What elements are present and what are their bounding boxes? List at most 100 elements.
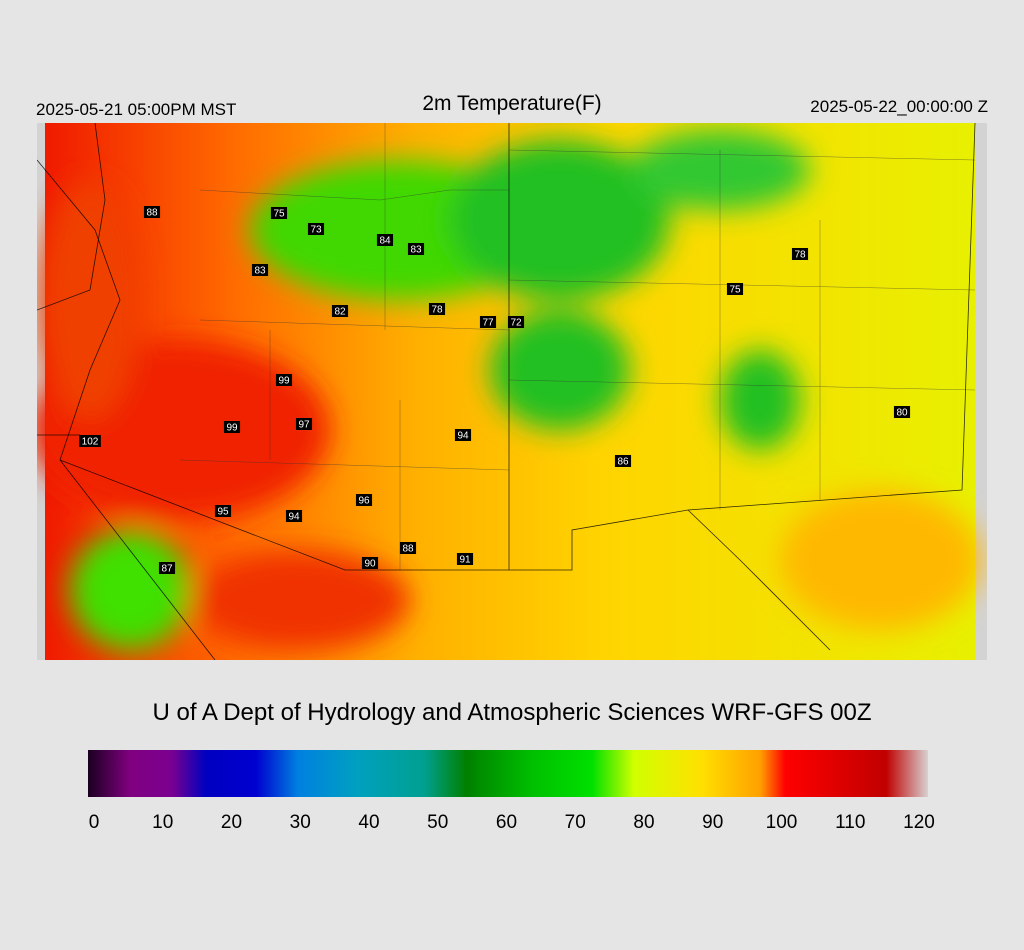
station: 80 bbox=[893, 406, 911, 419]
station: 95 bbox=[214, 505, 232, 518]
station-box bbox=[428, 303, 446, 315]
station-box bbox=[158, 562, 176, 574]
station-value: 96 bbox=[358, 496, 370, 507]
station-box bbox=[214, 505, 232, 517]
map-title: 2m Temperature(F) bbox=[422, 92, 601, 115]
station: 99 bbox=[275, 374, 293, 387]
station: 94 bbox=[285, 510, 303, 523]
station-box bbox=[456, 553, 474, 565]
station-box bbox=[361, 557, 379, 569]
station-box bbox=[726, 283, 744, 295]
colorbar-tick-label: 70 bbox=[565, 812, 586, 833]
station: 72 bbox=[507, 316, 525, 329]
station: 75 bbox=[270, 207, 288, 220]
station-box bbox=[251, 264, 269, 276]
colorbar-tick-label: 40 bbox=[358, 812, 379, 833]
station: 86 bbox=[614, 455, 632, 468]
station-value: 99 bbox=[226, 423, 238, 434]
station-value: 75 bbox=[273, 209, 285, 220]
station-box bbox=[399, 542, 417, 554]
station: 87 bbox=[158, 562, 176, 575]
colorbar-tick-label: 50 bbox=[427, 812, 448, 833]
station: 75 bbox=[726, 283, 744, 296]
station-box bbox=[791, 248, 809, 260]
station: 102 bbox=[79, 435, 101, 448]
station-value: 94 bbox=[457, 431, 469, 442]
station-value: 80 bbox=[896, 408, 908, 419]
station-labels: 88 75 73 84 83 83 82 78 77 72 78 75 99 97 99 102 94 80 86 9… bbox=[79, 206, 911, 575]
station-value: 75 bbox=[729, 285, 741, 296]
station-box bbox=[275, 374, 293, 386]
colorbar-tick-label: 100 bbox=[766, 812, 798, 833]
colorbar-tick-label: 0 bbox=[89, 812, 100, 833]
station-box bbox=[285, 510, 303, 522]
station-value: 78 bbox=[794, 250, 806, 261]
station: 97 bbox=[295, 418, 313, 431]
station-value: 83 bbox=[254, 266, 266, 277]
colorbar-ticks: 0 10 20 30 40 50 60 70 80 90 100 110 120 bbox=[89, 797, 935, 833]
station-value: 99 bbox=[278, 376, 290, 387]
station: 94 bbox=[454, 429, 472, 442]
station: 90 bbox=[361, 557, 379, 570]
station-value: 88 bbox=[402, 544, 414, 555]
station-value: 84 bbox=[379, 236, 391, 247]
station-box bbox=[79, 435, 101, 447]
station: 88 bbox=[399, 542, 417, 555]
valid-time: 2025-05-21 05:00PM MST bbox=[36, 100, 236, 119]
station-value: 77 bbox=[482, 318, 494, 329]
station-value: 90 bbox=[364, 559, 376, 570]
station-value: 72 bbox=[510, 318, 522, 329]
colorbar-tick-label: 120 bbox=[903, 812, 935, 833]
station-value: 83 bbox=[410, 245, 422, 256]
station: 82 bbox=[331, 305, 349, 318]
colorbar-tick-label: 30 bbox=[290, 812, 311, 833]
colorbar-tick-label: 10 bbox=[152, 812, 173, 833]
station-value: 82 bbox=[334, 307, 346, 318]
station-value: 86 bbox=[617, 457, 629, 468]
station-box bbox=[223, 421, 241, 433]
station-value: 95 bbox=[217, 507, 229, 518]
station-box bbox=[479, 316, 497, 328]
station-box bbox=[307, 223, 325, 235]
station-value: 73 bbox=[310, 225, 322, 236]
station-box bbox=[893, 406, 911, 418]
colorbar-tick-label: 20 bbox=[221, 812, 242, 833]
station-box bbox=[143, 206, 161, 218]
footer-credit: U of A Dept of Hydrology and Atmospheric… bbox=[153, 699, 872, 726]
station: 99 bbox=[223, 421, 241, 434]
station-value: 87 bbox=[161, 564, 173, 575]
colorbar bbox=[88, 750, 928, 797]
station: 83 bbox=[251, 264, 269, 277]
station: 78 bbox=[791, 248, 809, 261]
station: 84 bbox=[376, 234, 394, 247]
station: 88 bbox=[143, 206, 161, 219]
station-value: 102 bbox=[82, 437, 99, 448]
station-box bbox=[331, 305, 349, 317]
station-value: 88 bbox=[146, 208, 158, 219]
station: 77 bbox=[479, 316, 497, 329]
station-box bbox=[295, 418, 313, 430]
station-box bbox=[454, 429, 472, 441]
station-box bbox=[614, 455, 632, 467]
station: 91 bbox=[456, 553, 474, 566]
station-box bbox=[507, 316, 525, 328]
station-value: 91 bbox=[459, 555, 471, 566]
colorbar-tick-label: 80 bbox=[633, 812, 654, 833]
colorbar-tick-label: 110 bbox=[835, 812, 865, 833]
colorbar-tick-label: 90 bbox=[702, 812, 723, 833]
station-value: 97 bbox=[298, 420, 310, 431]
init-time: 2025-05-22_00:00:00 Z bbox=[810, 97, 988, 116]
station-box bbox=[270, 207, 288, 219]
station: 73 bbox=[307, 223, 325, 236]
station-value: 94 bbox=[288, 512, 300, 523]
station-box bbox=[407, 243, 425, 255]
station: 78 bbox=[428, 303, 446, 316]
station-value: 78 bbox=[431, 305, 443, 316]
station: 83 bbox=[407, 243, 425, 256]
map bbox=[37, 123, 987, 660]
station-box bbox=[355, 494, 373, 506]
station: 96 bbox=[355, 494, 373, 507]
colorbar-tick-label: 60 bbox=[496, 812, 517, 833]
station-box bbox=[376, 234, 394, 246]
